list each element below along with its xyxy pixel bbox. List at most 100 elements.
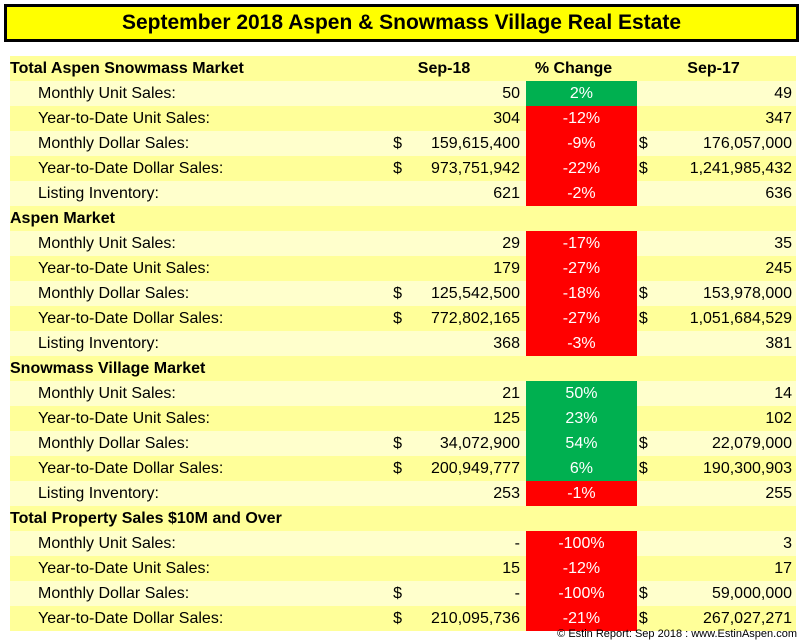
value-sep17: 17 [774,559,793,577]
cell-pct-change: -9% [525,131,637,156]
section-title: Total Aspen Snowmass Market [10,59,244,77]
dollar-sign: $ [393,609,403,627]
cell-sep18: 21 [387,381,526,406]
cell-sep17: 255 [637,481,796,506]
cell-sep17: 381 [637,331,796,356]
row-label: Monthly Unit Sales: [38,84,176,102]
cell-sep18: 304 [387,106,526,131]
cell-sep17: 102 [637,406,796,431]
cell-sep18: $200,949,777 [387,456,526,481]
table-row: Year-to-Date Dollar Sales: $210,095,736 -2… [10,606,796,631]
value-sep17: 35 [774,234,793,252]
cell-sep17: $59,000,000 [637,581,796,606]
cell-sep18: $ - [387,581,526,606]
dollar-sign: $ [393,134,403,152]
column-header-sep17 [631,206,796,231]
column-header-sep17: Sep-17 [687,59,740,77]
table-row: Year-to-Date Unit Sales: 125 23% 102 [10,406,796,431]
cell-sep17: $176,057,000 [637,131,796,156]
dollar-sign: $ [638,609,648,627]
row-label: Year-to-Date Dollar Sales: [38,459,224,477]
cell-sep17: 3 [637,531,796,556]
value-sep17: 245 [765,259,793,277]
cell-pct-change: -100% [525,581,637,606]
column-header-pct-change: % Change [516,56,631,81]
row-label: Monthly Unit Sales: [38,384,176,402]
cell-sep18: 621 [387,181,526,206]
dollar-sign: $ [638,459,648,477]
cell-pct-change: 50% [525,381,637,406]
table-row: Monthly Dollar Sales: $125,542,500 -18% $15… [10,281,796,306]
value-sep18: 179 [493,259,520,277]
table-row: Listing Inventory: 621 -2% 636 [10,181,796,206]
cell-sep18: 368 [387,331,526,356]
cell-sep18: $34,072,900 [387,431,526,456]
column-header-sep17 [631,356,796,381]
column-header-sep18: Sep-18 [417,59,471,77]
value-sep17: 59,000,000 [711,584,793,602]
row-label: Listing Inventory: [38,484,159,502]
column-header-sep18 [372,506,516,531]
value-sep18: 29 [502,234,520,252]
table-row: Monthly Unit Sales: 50 2% 49 [10,81,796,106]
table-row: Year-to-Date Unit Sales: 179 -27% 245 [10,256,796,281]
value-sep18: 125,542,500 [431,284,520,302]
section-title: Snowmass Village Market [10,359,206,377]
real-estate-table: Total Aspen Snowmass Market Sep-18 % Chang… [10,56,796,631]
value-sep17: 153,978,000 [703,284,793,302]
row-label: Monthly Unit Sales: [38,534,176,552]
value-sep17: 14 [774,384,793,402]
row-label: Year-to-Date Dollar Sales: [38,159,224,177]
dollar-sign: $ [393,309,403,327]
cell-sep18: 15 [387,556,526,581]
cell-pct-change: 23% [525,406,637,431]
table-row: Year-to-Date Dollar Sales: $973,751,942 -2… [10,156,796,181]
value-sep18: 21 [502,384,520,402]
value-sep17: 1,051,684,529 [689,309,793,327]
table-row: Monthly Unit Sales: 29 -17% 35 [10,231,796,256]
value-sep17: 1,241,985,432 [689,159,793,177]
column-header-pct-change [516,506,631,531]
table-row: Listing Inventory: 253 -1% 255 [10,481,796,506]
cell-sep17: 49 [637,81,796,106]
cell-pct-change: -2% [525,181,637,206]
column-header-pct-change [516,356,631,381]
value-sep17: 255 [765,484,793,502]
value-sep18: 772,802,165 [431,309,520,327]
column-header-sep17 [631,506,796,531]
section-header-row: Aspen Market [10,206,796,231]
value-sep18: 973,751,942 [431,159,520,177]
table-row: Monthly Dollar Sales: $159,615,400 -9% $176… [10,131,796,156]
cell-pct-change: -22% [525,156,637,181]
cell-sep17: $153,978,000 [637,281,796,306]
table-row: Year-to-Date Dollar Sales: $200,949,777 6%… [10,456,796,481]
dollar-sign: $ [638,284,648,302]
dollar-sign: $ [638,434,648,452]
dollar-sign: $ [393,434,403,452]
cell-pct-change: -100% [525,531,637,556]
row-label: Year-to-Date Dollar Sales: [38,609,224,627]
row-label: Monthly Dollar Sales: [38,584,190,602]
value-sep18: - [514,534,520,552]
value-sep17: 636 [765,184,793,202]
value-sep17: 3 [783,534,793,552]
cell-sep18: 179 [387,256,526,281]
cell-sep17: 347 [637,106,796,131]
column-header-sep18 [372,356,516,381]
dollar-sign: $ [638,584,648,602]
row-label: Monthly Unit Sales: [38,234,176,252]
value-sep17: 176,057,000 [703,134,793,152]
value-sep17: 267,027,271 [703,609,793,627]
cell-pct-change: -27% [525,306,637,331]
cell-sep18: $973,751,942 [387,156,526,181]
value-sep17: 190,300,903 [703,459,793,477]
cell-sep17: 636 [637,181,796,206]
section-header-row: Total Property Sales $10M and Over [10,506,796,531]
dollar-sign: $ [393,459,403,477]
row-label: Year-to-Date Unit Sales: [38,409,210,427]
table-row: Year-to-Date Dollar Sales: $772,802,165 -2… [10,306,796,331]
cell-sep17: 245 [637,256,796,281]
cell-sep18: 29 [387,231,526,256]
table-row: Monthly Dollar Sales: $ - -100% $59,000,000 [10,581,796,606]
value-sep18: 368 [493,334,520,352]
